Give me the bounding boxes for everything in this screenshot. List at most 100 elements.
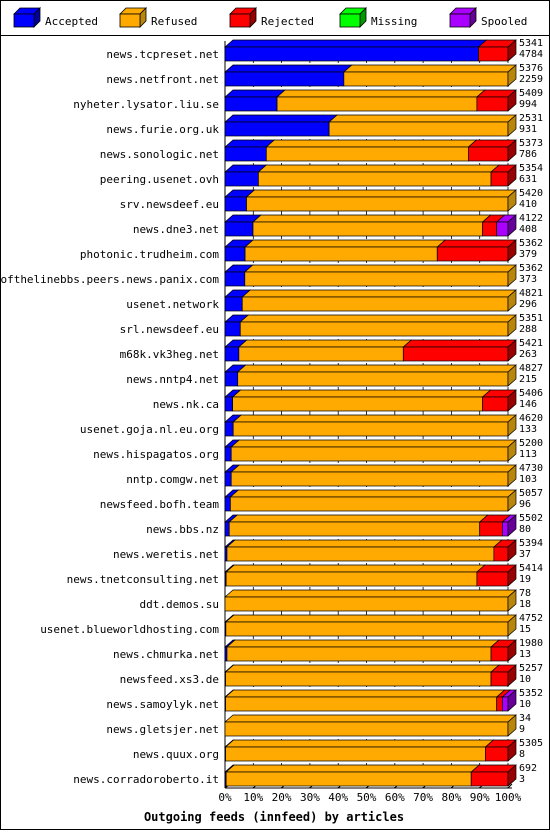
- bar-segment-rejected: [490, 646, 509, 662]
- accepted-count-label: 263: [519, 349, 537, 360]
- category-label: usenet.network: [126, 298, 219, 311]
- category-label: news.corradoroberto.it: [73, 773, 219, 786]
- legend-item-spooled: Spooled: [449, 7, 527, 28]
- bar-segment-side: [507, 514, 517, 537]
- bar-segment-refused: [265, 146, 469, 162]
- bar-segment-accepted: [224, 421, 234, 437]
- accepted-count-label: 631: [519, 174, 537, 185]
- x-tick-label: 0%: [218, 791, 232, 804]
- bar-segment-spooled: [496, 221, 509, 237]
- category-label: usenet.blueworldhosting.com: [40, 623, 219, 636]
- legend-swatch: [119, 13, 141, 28]
- accepted-count-label: 80: [519, 524, 531, 535]
- bar-segment-accepted: [224, 296, 243, 312]
- bar-segment-top-refused: [224, 614, 517, 623]
- bar-segment-refused: [226, 646, 492, 662]
- accepted-count-label: 4784: [519, 49, 543, 60]
- bar-segment-side: [507, 439, 517, 462]
- legend-item-accepted: Accepted: [13, 7, 98, 28]
- bar-segment-side: [507, 639, 517, 662]
- category-label: news.dne3.net: [133, 223, 219, 236]
- chart-title: Outgoing feeds (innfeed) by articles: [144, 810, 404, 824]
- bar-segment-accepted: [224, 446, 232, 462]
- category-label: news.bbs.nz: [146, 523, 219, 536]
- category-label: m68k.vk3heg.net: [120, 348, 219, 361]
- offered-count-label: 5420: [519, 188, 543, 199]
- category-label: news.furie.org.uk: [106, 123, 219, 136]
- bar-segment-top-refused: [229, 489, 517, 498]
- category-label: news.sonologic.net: [100, 148, 219, 161]
- bar-segment-refused: [232, 396, 483, 412]
- offered-count-label: 5351: [519, 313, 543, 324]
- offered-count-label: 34: [519, 713, 531, 724]
- offered-count-label: 5409: [519, 88, 543, 99]
- bar-segment-refused: [225, 746, 486, 762]
- offered-count-label: 5057: [519, 488, 543, 499]
- accepted-count-label: 3: [519, 774, 525, 785]
- bar-segment-side: [507, 264, 517, 287]
- bar-segment-side: [507, 739, 517, 762]
- accepted-count-label: 9: [519, 724, 525, 735]
- bar-segment-side: [507, 289, 517, 312]
- accepted-count-label: 10: [519, 674, 531, 685]
- offered-count-label: 5362: [519, 263, 543, 274]
- plot-area: 0% 10% 20% 30% 40% 50% 60% 70% 80% 90% 100% news.tc…: [0, 35, 550, 804]
- category-label: news.chmurka.net: [113, 648, 219, 661]
- bar-segment-side: [507, 464, 517, 487]
- bar-segment-side: [507, 414, 517, 437]
- offered-count-label: 5362: [519, 238, 543, 249]
- category-label: newsfeed.bofh.team: [100, 498, 220, 511]
- bar-segment-top-refused: [236, 364, 517, 373]
- bar-segment-refused: [225, 696, 498, 712]
- bar-segment-refused: [225, 771, 472, 787]
- bar-segment-accepted: [224, 46, 479, 62]
- legend-label: Refused: [151, 15, 197, 28]
- bar-segment-rejected: [496, 696, 503, 712]
- bar-segment-side: [507, 714, 517, 737]
- bar-segment-top-accepted: [224, 89, 287, 98]
- x-tick-label: 60%: [385, 791, 405, 804]
- bar-segment-accepted: [224, 521, 230, 537]
- accepted-count-label: 288: [519, 324, 537, 335]
- accepted-count-label: 15: [519, 624, 531, 635]
- legend-item-rejected: Rejected: [229, 7, 314, 28]
- offered-count-label: 5341: [519, 38, 543, 49]
- bar-segment-top-refused: [226, 539, 503, 548]
- category-label: news.nntp4.net: [126, 373, 219, 386]
- bar-segment-top-refused: [226, 639, 500, 648]
- category-label: nyheter.lysator.liu.se: [73, 98, 219, 111]
- bar-segment-side: [507, 664, 517, 687]
- bar-segment-side: [507, 64, 517, 87]
- bar-segment-top-refused: [241, 289, 517, 298]
- bar-segment-top-refused: [231, 389, 492, 398]
- bar-segment-top-refused: [224, 589, 517, 598]
- bar-segment-accepted: [224, 221, 254, 237]
- accepted-count-label: 994: [519, 99, 537, 110]
- offered-count-label: 4730: [519, 463, 543, 474]
- bar-segment-rejected: [476, 571, 509, 587]
- legend-label: Spooled: [481, 15, 527, 28]
- x-tick-label: 80%: [441, 791, 461, 804]
- category-label: nntp.comgw.net: [126, 473, 219, 486]
- bar-segment-refused: [232, 421, 509, 437]
- bar-segment-refused: [224, 721, 509, 737]
- offered-count-label: 5394: [519, 538, 543, 549]
- bar-segment-refused: [226, 546, 495, 562]
- bar-segment-refused: [244, 271, 509, 287]
- bar-segment-side: [507, 189, 517, 212]
